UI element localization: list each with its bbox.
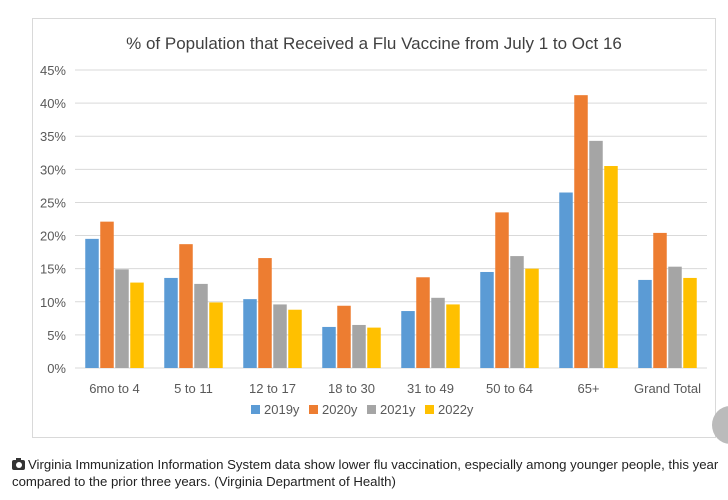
y-tick-label: 30% — [40, 162, 66, 177]
x-tick-label: 31 to 49 — [407, 381, 454, 396]
y-tick-label: 10% — [40, 295, 66, 310]
bar-2021y — [668, 266, 682, 368]
caption-text: Virginia Immunization Information System… — [12, 457, 719, 489]
side-scroll-button[interactable] — [712, 406, 728, 444]
y-tick-label: 45% — [40, 63, 66, 78]
chart-title: % of Population that Received a Flu Vacc… — [126, 34, 622, 53]
x-tick-label: 65+ — [577, 381, 599, 396]
bar-2020y — [574, 95, 588, 369]
bar-2019y — [480, 271, 494, 368]
bar-2021y — [194, 283, 208, 368]
x-tick-label: 50 to 64 — [486, 381, 533, 396]
bar-2020y — [179, 244, 193, 368]
bar-2019y — [322, 326, 336, 368]
x-tick-label: 12 to 17 — [249, 381, 296, 396]
bar-2019y — [559, 192, 573, 368]
bar-2020y — [653, 232, 667, 368]
x-tick-label: 18 to 30 — [328, 381, 375, 396]
bar-2019y — [243, 299, 257, 368]
y-tick-label: 20% — [40, 229, 66, 244]
legend-swatch — [309, 405, 318, 414]
bar-2022y — [525, 268, 539, 368]
y-tick-label: 35% — [40, 129, 66, 144]
bar-2022y — [130, 282, 144, 368]
bar-2021y — [115, 269, 129, 368]
y-tick-label: 0% — [47, 361, 66, 376]
bar-2020y — [337, 305, 351, 368]
bar-2021y — [589, 140, 603, 368]
x-tick-label: Grand Total — [634, 381, 701, 396]
bar-2021y — [431, 297, 445, 368]
legend-label: 2020y — [322, 402, 358, 417]
bar-2019y — [85, 238, 99, 368]
bar-2020y — [416, 277, 430, 368]
bar-2021y — [510, 256, 524, 368]
bar-2020y — [100, 221, 114, 368]
y-tick-label: 25% — [40, 195, 66, 210]
camera-icon — [12, 458, 25, 470]
bar-2019y — [638, 279, 652, 368]
bar-2022y — [367, 327, 381, 368]
bar-2022y — [288, 309, 302, 368]
bar-2020y — [495, 212, 509, 368]
bar-chart: % of Population that Received a Flu Vacc… — [40, 34, 707, 417]
bar-2021y — [273, 304, 287, 368]
bar-2021y — [352, 324, 366, 368]
bar-2020y — [258, 258, 272, 368]
legend-swatch — [367, 405, 376, 414]
bar-2022y — [446, 304, 460, 368]
legend-label: 2019y — [264, 402, 300, 417]
y-tick-label: 5% — [47, 328, 66, 343]
bar-2022y — [604, 166, 618, 368]
bar-2022y — [683, 277, 697, 368]
y-tick-label: 15% — [40, 262, 66, 277]
legend-swatch — [425, 405, 434, 414]
legend-label: 2022y — [438, 402, 474, 417]
chart-container: % of Population that Received a Flu Vacc… — [32, 18, 716, 438]
bar-2019y — [164, 277, 178, 368]
photo-caption: Virginia Immunization Information System… — [12, 456, 724, 490]
legend-swatch — [251, 405, 260, 414]
bar-2019y — [401, 311, 415, 368]
legend-label: 2021y — [380, 402, 416, 417]
bar-2022y — [209, 302, 223, 368]
x-tick-label: 5 to 11 — [174, 381, 213, 396]
y-tick-label: 40% — [40, 96, 66, 111]
x-tick-label: 6mo to 4 — [89, 381, 140, 396]
